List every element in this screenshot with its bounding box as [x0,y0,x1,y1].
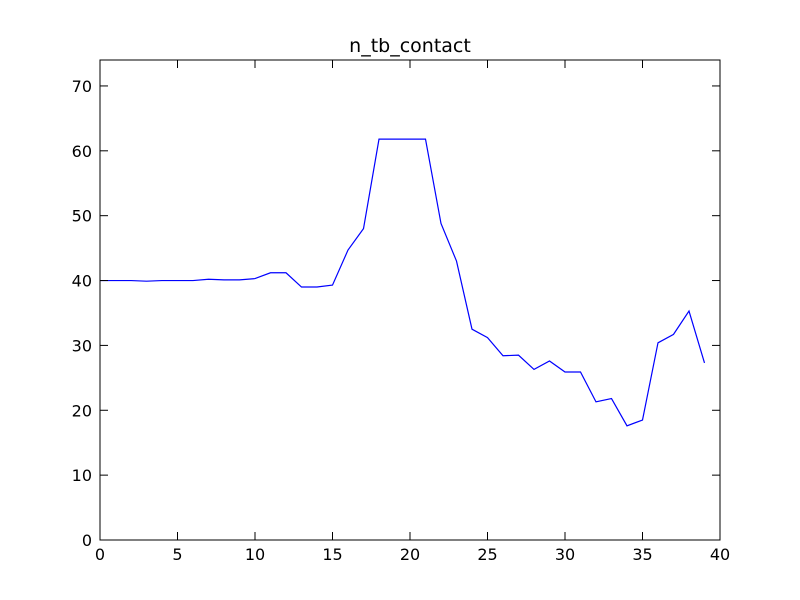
y-tick-label-40: 40 [72,272,92,291]
x-tick-label-20: 20 [400,545,420,564]
chart-title: n_tb_contact [349,35,471,57]
x-tick-label-25: 25 [477,545,497,564]
y-tick-label-60: 60 [72,142,92,161]
y-tick-label-50: 50 [72,207,92,226]
y-tick-label-20: 20 [72,401,92,420]
series-line-0 [100,138,706,427]
x-tick-label-15: 15 [322,545,342,564]
x-tick-label-40: 40 [710,545,730,564]
y-tick-label-30: 30 [72,336,92,355]
x-tick-label-0: 0 [95,545,105,564]
x-tick-label-5: 5 [172,545,182,564]
x-tick-label-35: 35 [632,545,652,564]
y-tick-label-70: 70 [72,77,92,96]
y-tick-label-0: 0 [82,531,92,550]
x-tick-label-30: 30 [555,545,575,564]
y-tick-label-10: 10 [72,466,92,485]
x-tick-label-10: 10 [245,545,265,564]
plot-group: n_tb_contact 0 5 10 15 20 25 30 35 40 0 10 20 30 40 50 6… [72,35,731,564]
